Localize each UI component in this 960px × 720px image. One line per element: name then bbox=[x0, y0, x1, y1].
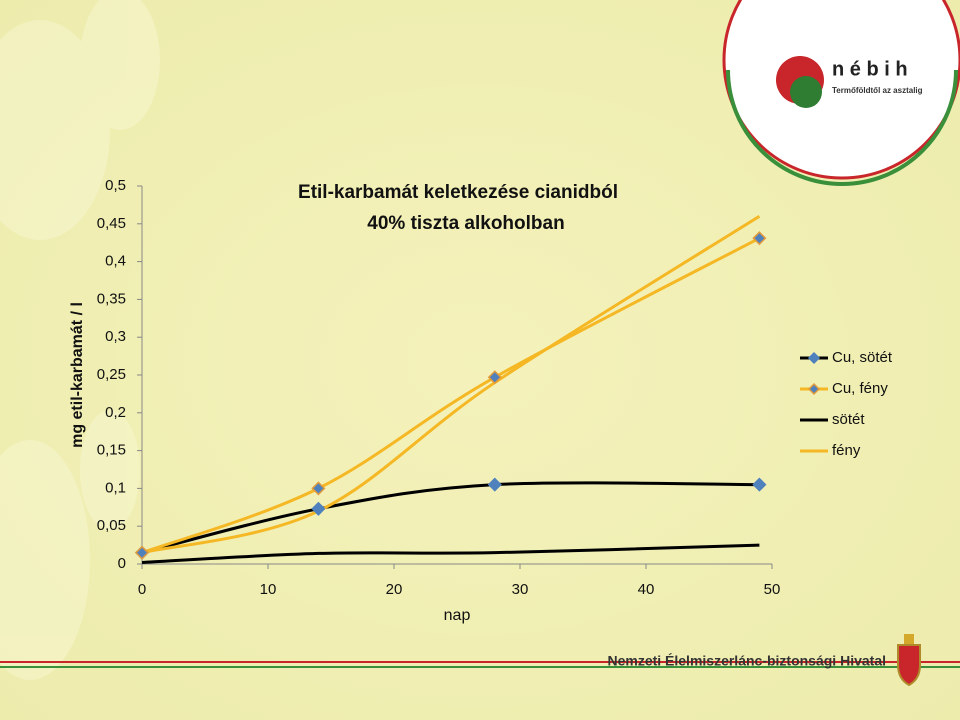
x-tick-label: 40 bbox=[638, 581, 655, 598]
logo: n é b i h Termőföldtől az asztalig bbox=[722, 0, 960, 186]
series-line bbox=[141, 236, 761, 555]
decoration bbox=[0, 0, 160, 680]
legend-label: sötét bbox=[832, 411, 865, 428]
legend-marker bbox=[807, 382, 821, 396]
chart-title: Etil-karbamát keletkezése cianidból bbox=[298, 182, 618, 203]
x-axis-label: nap bbox=[444, 607, 471, 624]
series-line bbox=[141, 543, 760, 564]
data-point bbox=[487, 477, 502, 492]
legend-label: Cu, fény bbox=[832, 380, 888, 397]
y-tick-label: 0,45 bbox=[97, 215, 126, 232]
legend-marker bbox=[807, 351, 821, 365]
data-point bbox=[752, 231, 767, 246]
y-tick-label: 0,35 bbox=[97, 290, 126, 307]
footer-text: Nemzeti Élelmiszerlánc-biztonsági Hivata… bbox=[607, 653, 886, 669]
y-tick-label: 0,4 bbox=[105, 253, 126, 270]
x-tick-label: 0 bbox=[138, 581, 146, 598]
data-point bbox=[487, 370, 502, 385]
legend-label: Cu, sötét bbox=[832, 349, 893, 366]
x-tick-label: 20 bbox=[386, 581, 403, 598]
legend-label: fény bbox=[832, 442, 861, 459]
coat-of-arms bbox=[897, 634, 921, 687]
y-tick-label: 0,25 bbox=[97, 366, 126, 383]
y-tick-label: 0,3 bbox=[105, 328, 126, 345]
x-tick-label: 10 bbox=[260, 581, 277, 598]
y-axis-label: mg etil-karbamát / l bbox=[69, 302, 86, 448]
y-tick-label: 0,15 bbox=[97, 442, 126, 459]
y-tick-label: 0,05 bbox=[97, 517, 126, 534]
y-tick-label: 0,5 bbox=[105, 177, 126, 194]
series-line bbox=[141, 481, 760, 555]
x-tick-label: 50 bbox=[764, 581, 781, 598]
y-tick-label: 0,2 bbox=[105, 404, 126, 421]
series-line bbox=[141, 214, 761, 555]
data-point bbox=[311, 501, 326, 516]
tagline: Termőföldtől az asztalig bbox=[832, 86, 923, 95]
x-tick-label: 30 bbox=[512, 581, 529, 598]
data-point bbox=[752, 477, 767, 492]
chart-title: 40% tiszta alkoholban bbox=[367, 213, 564, 234]
logo-text: n é b i h bbox=[832, 58, 908, 80]
y-tick-label: 0 bbox=[118, 555, 126, 572]
data-point bbox=[311, 481, 326, 496]
y-tick-label: 0,1 bbox=[105, 479, 126, 496]
data-point bbox=[134, 545, 150, 560]
